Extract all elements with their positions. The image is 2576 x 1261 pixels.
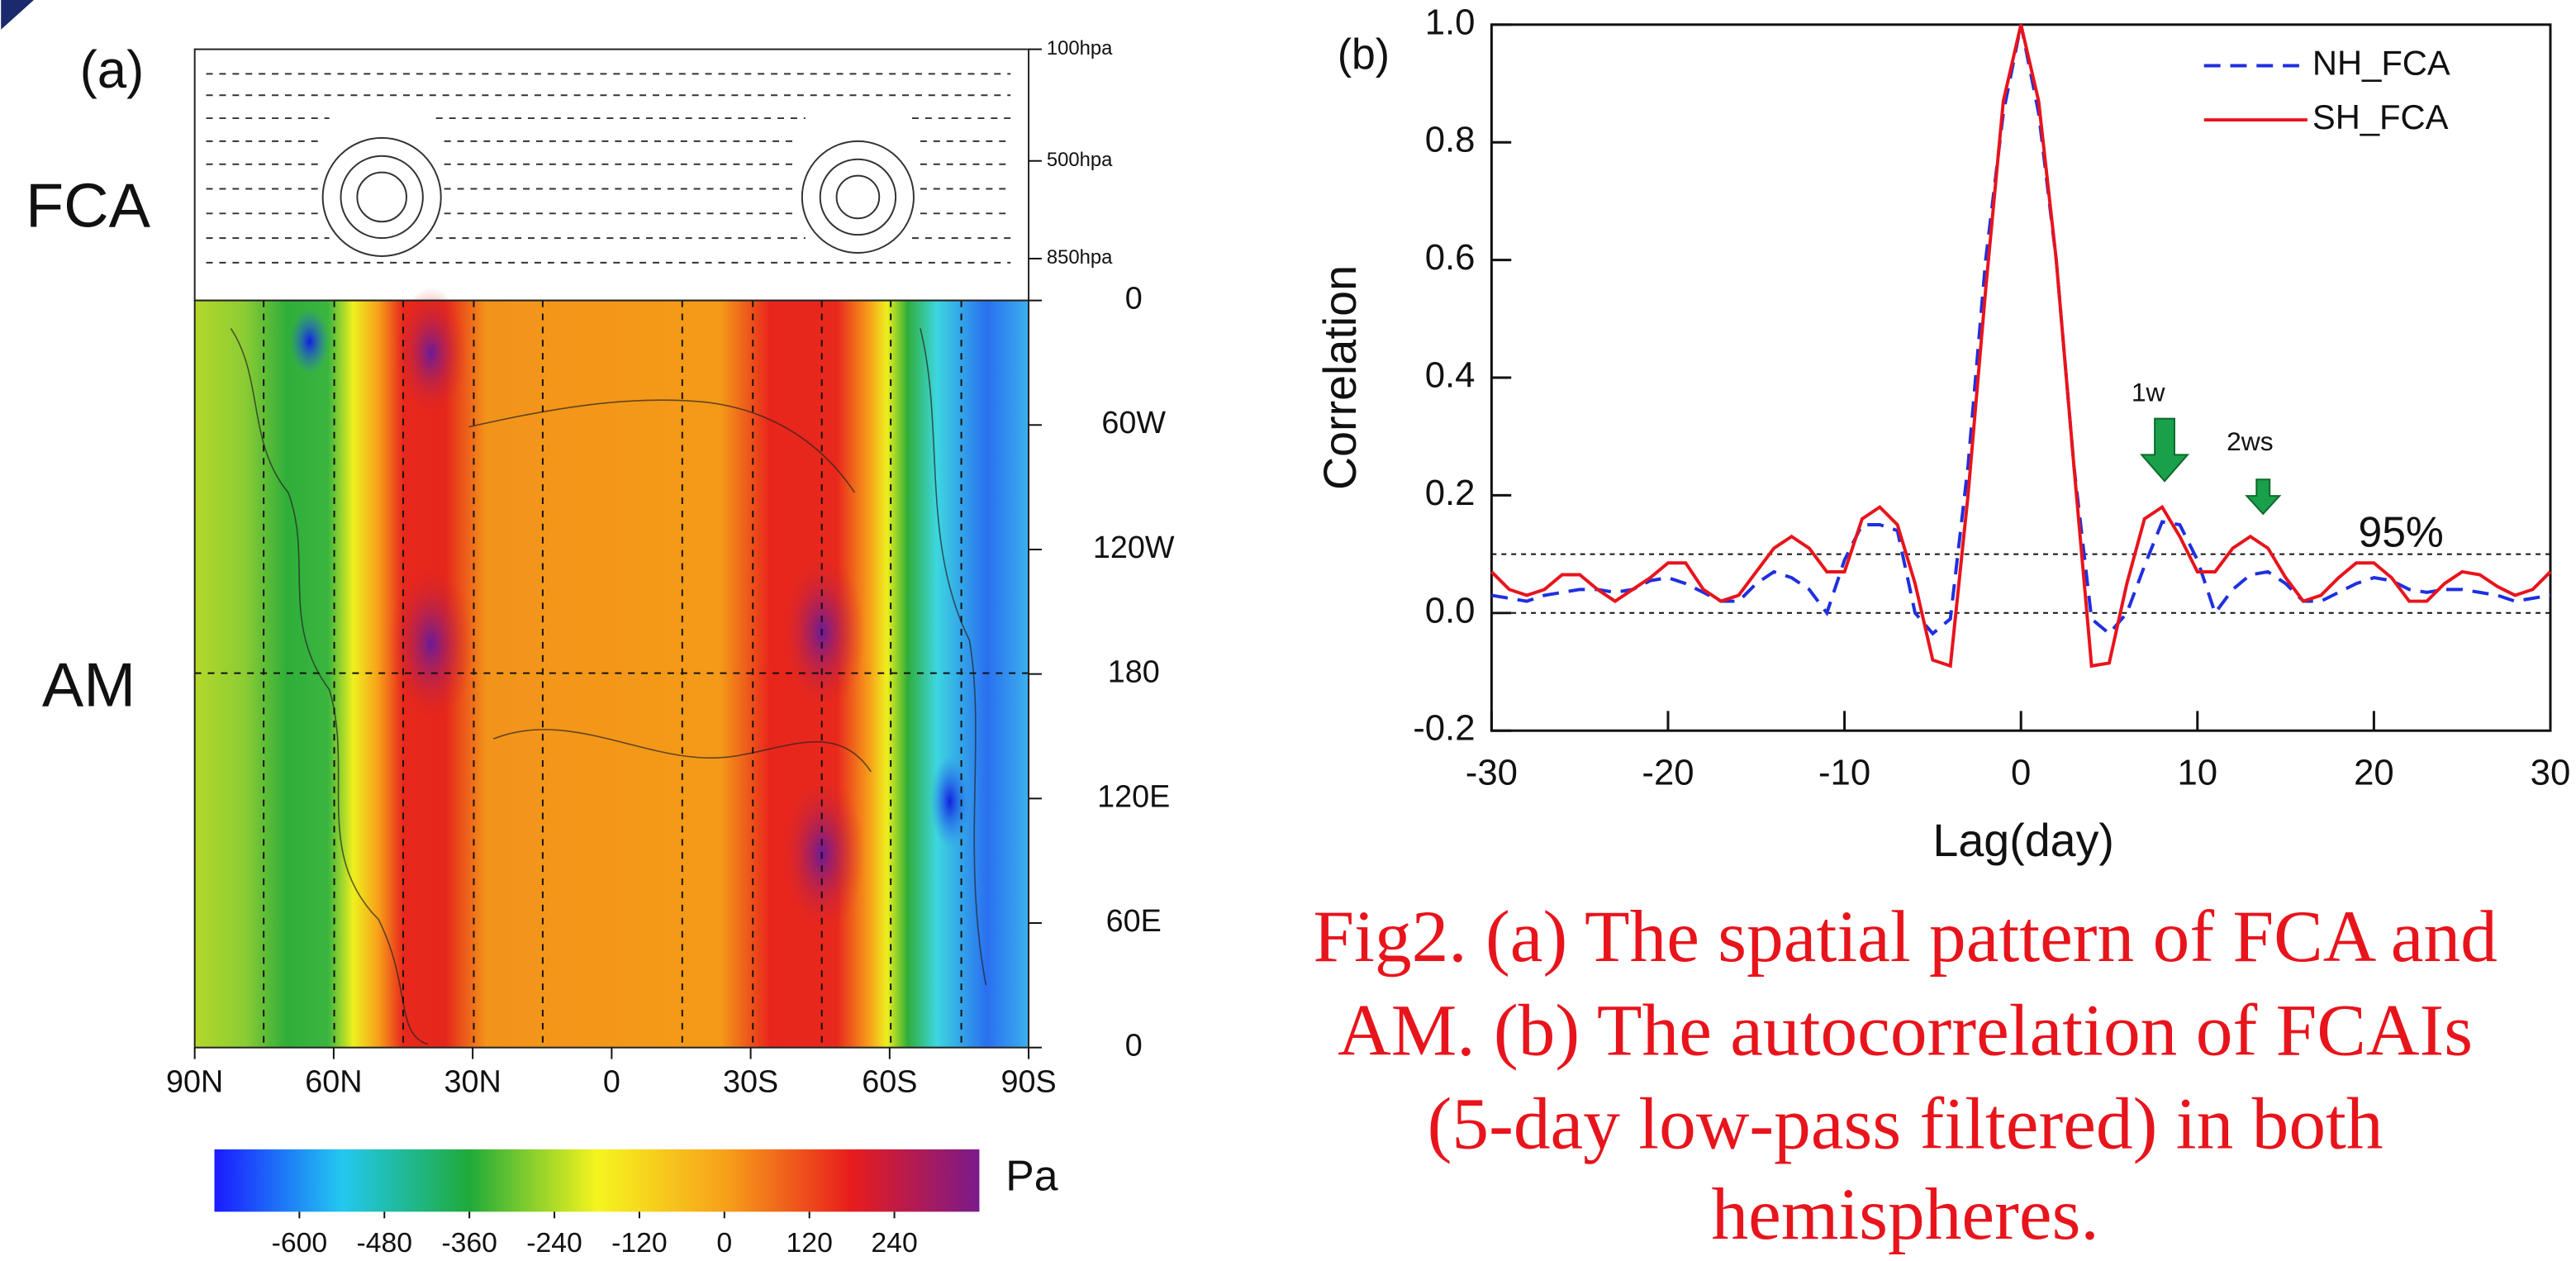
annotation-arrow xyxy=(2140,417,2190,483)
x-tick-label: 60S xyxy=(862,1064,917,1098)
y-tick-label: 1.0 xyxy=(1425,2,1476,42)
colorbar-tick-label: 240 xyxy=(871,1227,917,1259)
caption: Fig2. (a) The spatial pattern of FCA and… xyxy=(1313,896,2498,1255)
corner-decoration xyxy=(1,0,34,30)
colorbar-tick-label: -120 xyxy=(611,1227,668,1259)
x-tick-label: 20 xyxy=(2354,752,2394,792)
x-tick-label: 30 xyxy=(2531,752,2571,792)
caption-line: hemispheres. xyxy=(1711,1173,2098,1255)
x-tick-label: 30N xyxy=(444,1064,501,1098)
x-tick-label: -30 xyxy=(1466,752,1518,792)
colorbar-tick-label: -600 xyxy=(272,1227,328,1259)
y-tick-label: 60E xyxy=(1106,903,1162,938)
y-tick-label: 0.2 xyxy=(1425,473,1476,513)
pressure-tick-label: 850hpa xyxy=(1047,246,1113,269)
caption-line: Fig2. (a) The spatial pattern of FCA and xyxy=(1313,896,2498,978)
line-panel: (b) Lag(day) Correlation xyxy=(1314,23,2552,866)
map-panel: (a) FCA AM Pa xyxy=(26,40,1058,1212)
pressure-tick-label: 500hpa xyxy=(1047,149,1113,171)
colorbar-label: Pa xyxy=(1005,1151,1057,1199)
x-tick-label: 10 xyxy=(2177,752,2217,792)
caption-line: AM. (b) The autocorrelation of FCAIs xyxy=(1338,989,2473,1071)
y-tick-label: 180 xyxy=(1108,654,1160,689)
series-line xyxy=(1490,24,2552,669)
x-tick-label: 0 xyxy=(603,1064,620,1098)
y-tick-label: 0.0 xyxy=(1425,590,1476,630)
colorbar-tick-label: -360 xyxy=(441,1227,497,1259)
y-axis-label: Correlation xyxy=(1314,265,1366,490)
x-tick-label: 90N xyxy=(166,1064,223,1098)
colorbar-tick-label: 0 xyxy=(716,1227,732,1259)
y-tick-label: 120E xyxy=(1097,778,1170,813)
caption-line: (5-day low-pass filtered) in both xyxy=(1428,1083,2384,1165)
map-gridlines xyxy=(194,300,1029,1048)
y-tick-label: -0.2 xyxy=(1413,708,1475,749)
field-blob xyxy=(388,561,474,726)
x-tick-label: 90S xyxy=(1000,1064,1056,1098)
x-axis-label: Lag(day) xyxy=(1932,815,2114,866)
field-blob xyxy=(395,287,468,419)
colorbar-tick-label: -480 xyxy=(356,1227,412,1259)
y-tick-label: 60W xyxy=(1101,405,1166,440)
y-tick-label: 120W xyxy=(1093,530,1175,564)
y-tick-label: 0 xyxy=(1125,281,1143,316)
x-tick-label: 60N xyxy=(305,1064,362,1098)
y-tick-label: 0.8 xyxy=(1425,120,1476,160)
y-tick-label: 0.4 xyxy=(1425,355,1476,396)
x-tick-label: -10 xyxy=(1818,752,1870,792)
x-tick-label: 0 xyxy=(2011,752,2031,792)
y-tick-label: 0 xyxy=(1125,1028,1143,1063)
panel-label: (a) xyxy=(80,40,145,99)
row-label: AM xyxy=(42,650,135,719)
row-label: FCA xyxy=(26,170,151,240)
coastlines xyxy=(230,327,987,1045)
panel-label: (b) xyxy=(1338,30,1390,78)
annotation-arrow xyxy=(2245,478,2282,516)
colorbar-tick-label: 120 xyxy=(787,1227,833,1259)
annotation: 2ws xyxy=(2227,426,2274,456)
streamlines xyxy=(206,73,1011,264)
annotation: 95% xyxy=(2358,507,2443,555)
annotation: 1w xyxy=(2132,377,2166,407)
pressure-tick-label: 100hpa xyxy=(1047,37,1113,59)
fca-box xyxy=(193,48,1030,302)
field-blob xyxy=(929,755,970,848)
colorbar xyxy=(214,1149,980,1212)
x-tick-label: -20 xyxy=(1642,752,1694,792)
legend-label: SH_FCA xyxy=(2312,98,2449,136)
y-tick-label: 0.6 xyxy=(1425,237,1476,278)
legend-label: NH_FCA xyxy=(2312,43,2450,82)
field-blob xyxy=(289,308,330,375)
colorbar-tick-label: -240 xyxy=(526,1227,582,1259)
x-tick-label: 30S xyxy=(723,1064,778,1098)
